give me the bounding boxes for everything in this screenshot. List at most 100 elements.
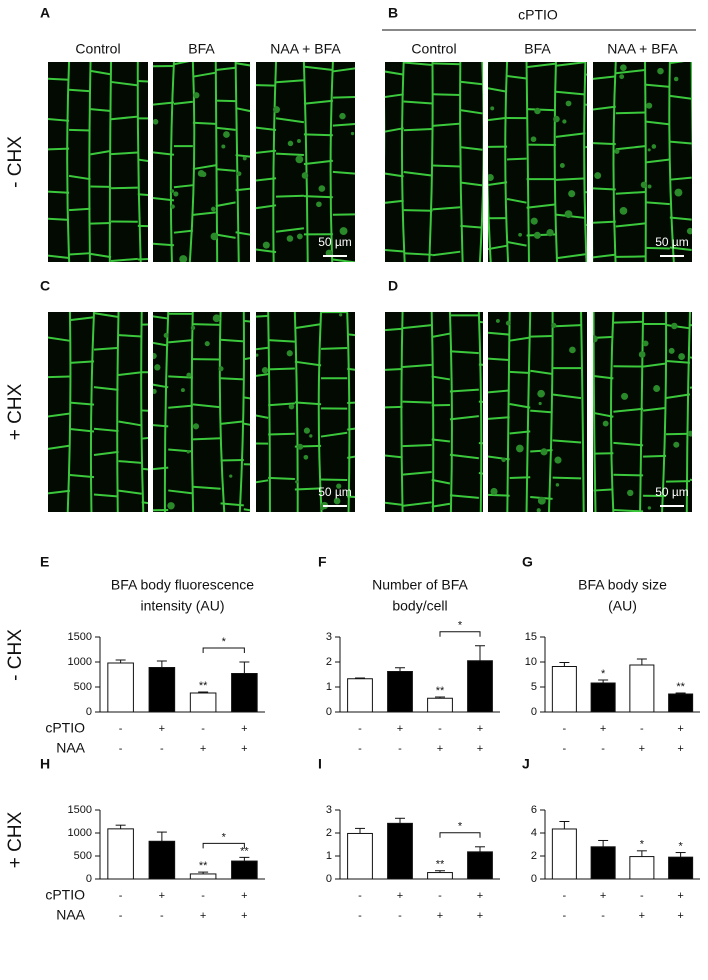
cell-wall	[552, 476, 582, 480]
bar	[427, 697, 453, 713]
bfa-body	[167, 502, 175, 510]
cell-wall	[188, 62, 196, 262]
cell-wall	[150, 312, 151, 512]
cell-wall	[402, 501, 432, 507]
bfa-body	[540, 448, 548, 456]
cell-wall	[153, 315, 169, 320]
bfa-body	[212, 314, 221, 323]
cell-wall	[275, 227, 305, 233]
cell-wall	[88, 62, 92, 262]
bfa-body	[638, 351, 646, 358]
bfa-body	[301, 172, 309, 179]
bfa-body	[153, 388, 157, 394]
cell-wall	[385, 199, 404, 204]
cell-wall	[190, 312, 195, 512]
cell-wall	[267, 312, 271, 512]
condition-sign: -	[160, 743, 164, 755]
bar	[551, 828, 577, 880]
condition-sign: -	[119, 723, 123, 735]
bfa-body	[179, 255, 188, 262]
cell-wall	[690, 62, 692, 165]
micrograph	[48, 312, 148, 512]
cell-wall	[136, 62, 142, 262]
cell-wall	[431, 375, 451, 381]
cell-wall	[478, 400, 483, 403]
bar	[387, 822, 413, 880]
cell-wall	[669, 246, 692, 252]
cell-wall	[141, 467, 148, 471]
cell-wall	[639, 312, 645, 512]
bracket	[202, 647, 245, 653]
cell-wall	[506, 197, 527, 204]
cell-wall	[488, 87, 508, 93]
bfa-body	[303, 454, 309, 460]
micrograph	[385, 312, 483, 512]
cell-wall	[553, 62, 559, 262]
cell-wall	[668, 62, 675, 262]
bracket	[439, 631, 481, 637]
bfa-body	[642, 340, 649, 347]
condition-sign: -	[438, 890, 442, 902]
condition-sign: -	[119, 743, 123, 755]
cell-wall	[90, 69, 112, 76]
cell-wall	[460, 224, 483, 229]
micrograph	[256, 312, 355, 512]
cell-wall	[593, 206, 594, 262]
significance: **	[676, 681, 685, 693]
y-tick-label: 0	[531, 706, 537, 718]
micrograph	[593, 312, 692, 512]
row-label: - CHX	[5, 136, 26, 188]
condition-sign: +	[159, 723, 165, 735]
bar	[231, 673, 258, 713]
bfa-body	[316, 201, 322, 208]
bfa-body	[518, 232, 523, 237]
cell-wall	[192, 323, 221, 326]
cell-wall	[48, 444, 71, 450]
cell-wall	[215, 201, 236, 208]
bar	[467, 851, 493, 880]
cell-wall	[488, 331, 510, 336]
panel-letter: J	[522, 756, 530, 772]
y-tick-label: 2	[531, 850, 537, 862]
cell-wall	[612, 62, 617, 262]
cell-wall	[192, 403, 221, 409]
cell-wall	[449, 453, 479, 460]
bfa-body	[593, 335, 598, 343]
bfa-body	[170, 189, 175, 193]
bfa-body	[553, 115, 560, 123]
cell-wall	[272, 62, 278, 262]
bar	[387, 671, 413, 713]
cell-wall	[268, 432, 295, 436]
condition-sign: +	[241, 743, 247, 755]
bracket-label: *	[458, 821, 463, 833]
cell-wall	[402, 471, 432, 476]
chart-title: body/cell	[392, 598, 447, 614]
bfa-body	[594, 172, 602, 179]
condition-sign: -	[601, 743, 605, 755]
condition-sign: +	[159, 890, 165, 902]
bfa-body	[536, 508, 541, 512]
bfa-body	[339, 112, 346, 120]
cell-wall	[332, 67, 355, 73]
cell-wall	[141, 409, 148, 412]
cell-wall	[402, 400, 432, 404]
cell-wall	[48, 375, 70, 379]
cell-wall	[275, 79, 304, 84]
micrograph-bg	[593, 62, 692, 262]
cell-wall	[268, 402, 295, 407]
bfa-body	[286, 235, 294, 242]
cell-wall	[243, 319, 250, 323]
condition-sign: +	[677, 890, 683, 902]
condition-sign: -	[358, 723, 362, 735]
bracket	[202, 842, 245, 849]
cell-wall	[90, 252, 112, 259]
bfa-body	[501, 457, 506, 463]
bfa-body	[515, 444, 524, 453]
cell-wall	[332, 122, 355, 127]
cell-wall	[168, 339, 193, 344]
condition-sign: +	[200, 910, 206, 922]
row-label: + CHX	[5, 811, 26, 868]
cell-wall	[665, 360, 691, 364]
cell-wall	[385, 127, 404, 133]
cell-wall	[294, 323, 322, 330]
